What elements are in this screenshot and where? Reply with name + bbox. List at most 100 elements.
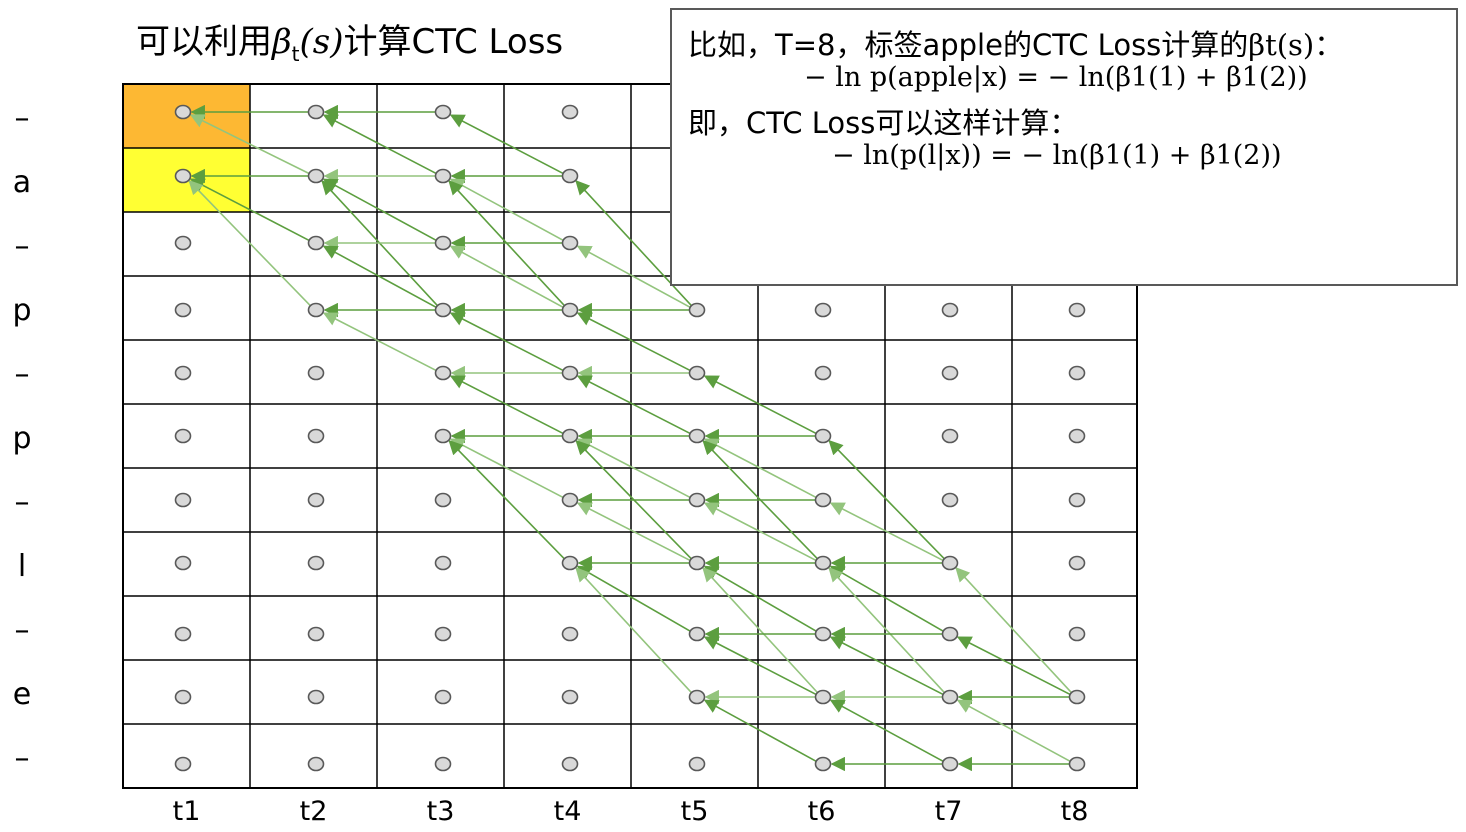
lattice-node — [174, 555, 192, 571]
lattice-node — [307, 168, 325, 184]
lattice-node — [941, 689, 959, 705]
lattice-node — [561, 104, 579, 120]
transition-arrow — [322, 312, 437, 372]
row-label: – — [15, 741, 30, 776]
col-label: t2 — [300, 796, 328, 827]
row-label: a — [13, 165, 31, 200]
transition-arrow — [703, 438, 817, 498]
row-label: l — [18, 549, 26, 584]
lattice-node — [1068, 492, 1086, 508]
lattice-node — [434, 365, 452, 381]
transition-arrow — [828, 567, 946, 694]
title-beta-arg: (s) — [299, 22, 344, 62]
lattice-node — [174, 626, 192, 642]
lattice-node — [941, 365, 959, 381]
lattice-node — [561, 365, 579, 381]
transition-arrow — [449, 438, 564, 499]
lattice-node — [941, 302, 959, 318]
transition-arrow — [576, 438, 691, 499]
title-beta: β — [272, 22, 292, 62]
transition-arrow — [576, 565, 691, 632]
transition-arrow — [575, 567, 693, 694]
lattice-node — [434, 428, 452, 444]
transition-arrow — [828, 439, 945, 560]
info-line-example: 比如，T=8，标签apple的CTC Loss计算的βt(s)： — [688, 22, 1343, 64]
lattice-node — [688, 555, 706, 571]
lattice-node — [941, 756, 959, 772]
lattice-node — [814, 626, 832, 642]
col-label: t6 — [808, 796, 836, 827]
lattice-node — [688, 302, 706, 318]
row-label: e — [13, 677, 31, 712]
lattice-node — [1068, 626, 1086, 642]
lattice-node — [307, 492, 325, 508]
info-box: 比如，T=8，标签apple的CTC Loss计算的βt(s)： − ln p(… — [670, 8, 1458, 286]
lattice-node — [434, 302, 452, 318]
lattice-node — [688, 689, 706, 705]
col-label: t8 — [1061, 796, 1089, 827]
transition-arrow — [576, 375, 691, 435]
lattice-node — [174, 689, 192, 705]
transition-arrow — [703, 502, 817, 562]
title-prefix: 可以利用 — [136, 22, 272, 62]
lattice-node — [941, 492, 959, 508]
lattice-node — [561, 168, 579, 184]
lattice-node — [1068, 756, 1086, 772]
col-label: t7 — [935, 796, 963, 827]
transition-arrow — [322, 114, 437, 175]
lattice-node — [688, 365, 706, 381]
lattice-node — [174, 756, 192, 772]
transition-arrow — [703, 699, 817, 762]
row-label: – — [15, 357, 30, 392]
lattice-node — [814, 365, 832, 381]
lattice-node — [561, 626, 579, 642]
lattice-node — [688, 428, 706, 444]
lattice-node — [434, 104, 452, 120]
lattice-node — [1068, 365, 1086, 381]
lattice-node — [307, 626, 325, 642]
transition-arrow — [829, 565, 944, 632]
transition-arrow — [703, 636, 817, 696]
transition-arrow — [188, 179, 311, 307]
lattice-node — [307, 756, 325, 772]
lattice-node — [174, 428, 192, 444]
lattice-node — [434, 235, 452, 251]
lattice-node — [561, 756, 579, 772]
transition-arrow — [449, 375, 564, 435]
lattice-node — [174, 104, 192, 120]
lattice-node — [1068, 302, 1086, 318]
lattice-node — [814, 689, 832, 705]
lattice-node — [434, 555, 452, 571]
lattice-node — [561, 428, 579, 444]
lattice-node — [434, 492, 452, 508]
lattice-node — [561, 492, 579, 508]
transition-arrow — [702, 567, 819, 694]
transition-arrow — [448, 439, 565, 560]
lattice-node — [434, 168, 452, 184]
lattice-node — [1068, 689, 1086, 705]
col-label: t3 — [427, 796, 455, 827]
lattice-node — [561, 302, 579, 318]
lattice-node — [688, 756, 706, 772]
transition-arrow — [449, 312, 564, 372]
transition-arrow — [322, 178, 437, 241]
info-line-example-math: βt(s)： — [1248, 28, 1344, 62]
lattice-node — [688, 626, 706, 642]
lattice-node — [561, 689, 579, 705]
lattice-node — [688, 492, 706, 508]
lattice-node — [174, 168, 192, 184]
lattice-node — [814, 428, 832, 444]
info-line-example-text: 比如，T=8，标签apple的CTC Loss计算的 — [688, 28, 1249, 62]
lattice-node — [434, 689, 452, 705]
lattice-node — [941, 626, 959, 642]
lattice-node — [814, 302, 832, 318]
row-label: p — [12, 421, 31, 456]
lattice-node — [434, 626, 452, 642]
transition-arrow — [956, 699, 1071, 762]
row-label: – — [15, 101, 30, 136]
lattice-node — [307, 235, 325, 251]
transition-arrow — [322, 245, 437, 308]
lattice-node — [814, 756, 832, 772]
lattice-node — [307, 555, 325, 571]
row-label: – — [15, 613, 30, 648]
